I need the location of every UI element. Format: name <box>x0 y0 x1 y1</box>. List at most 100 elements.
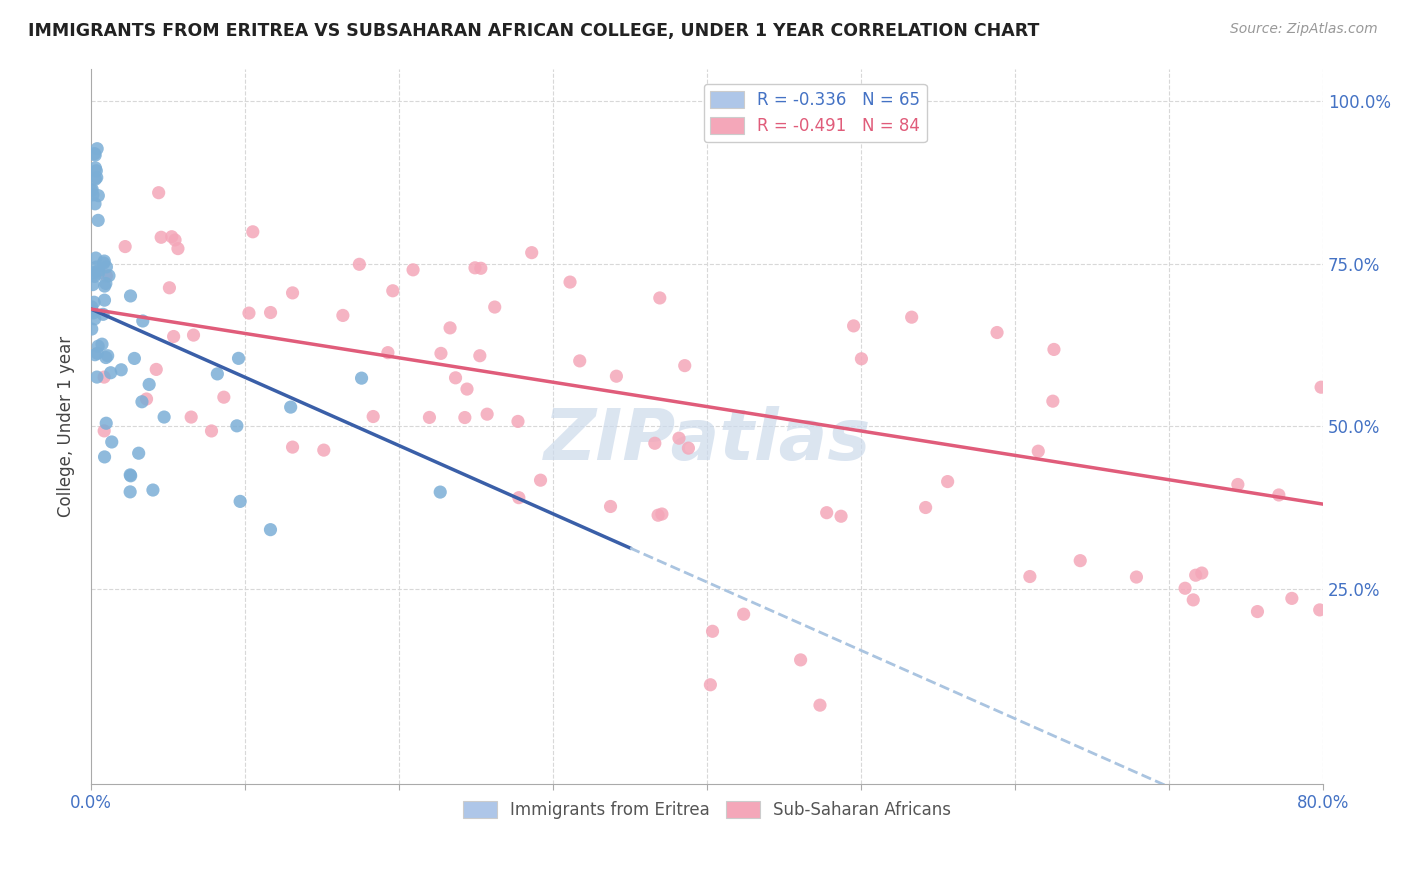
Point <box>163 233 186 247</box>
Point <box>1310 380 1333 394</box>
Point <box>332 309 354 323</box>
Point <box>132 314 155 328</box>
Point <box>673 359 696 373</box>
Point <box>91 337 114 351</box>
Point <box>529 473 551 487</box>
Point <box>84 348 107 362</box>
Point <box>599 500 621 514</box>
Point <box>145 362 167 376</box>
Point <box>96 416 118 430</box>
Point <box>444 371 467 385</box>
Point <box>733 607 755 622</box>
Point <box>651 507 673 521</box>
Point <box>1268 488 1291 502</box>
Point <box>80 322 103 336</box>
Point <box>484 300 506 314</box>
Legend: Immigrants from Eritrea, Sub-Saharan Africans: Immigrants from Eritrea, Sub-Saharan Afr… <box>457 794 957 825</box>
Point <box>150 230 173 244</box>
Point <box>508 491 530 505</box>
Point <box>648 291 671 305</box>
Point <box>91 307 114 321</box>
Point <box>1042 394 1064 409</box>
Point <box>1191 566 1213 580</box>
Point <box>96 268 118 283</box>
Point <box>1174 581 1197 595</box>
Point <box>157 281 180 295</box>
Point <box>80 183 103 197</box>
Point <box>225 418 247 433</box>
Point <box>475 407 498 421</box>
Point <box>120 467 142 482</box>
Point <box>84 163 107 178</box>
Point <box>207 367 229 381</box>
Point <box>914 500 936 515</box>
Point <box>97 349 120 363</box>
Point <box>84 251 107 265</box>
Point <box>153 410 176 425</box>
Point <box>128 446 150 460</box>
Point <box>464 260 486 275</box>
Point <box>1026 444 1049 458</box>
Point <box>470 261 492 276</box>
Point <box>506 414 529 428</box>
Point <box>842 318 865 333</box>
Point <box>439 321 461 335</box>
Point <box>80 300 103 314</box>
Point <box>1018 569 1040 583</box>
Point <box>699 678 721 692</box>
Point <box>110 363 132 377</box>
Point <box>167 242 190 256</box>
Point <box>900 310 922 325</box>
Point <box>120 468 142 483</box>
Point <box>1226 477 1249 491</box>
Point <box>96 260 118 274</box>
Point <box>212 390 235 404</box>
Point <box>148 186 170 200</box>
Point <box>86 170 108 185</box>
Point <box>82 187 104 202</box>
Point <box>1184 568 1206 582</box>
Point <box>100 366 122 380</box>
Point <box>1309 603 1331 617</box>
Point <box>124 351 146 366</box>
Point <box>200 424 222 438</box>
Point <box>87 188 110 202</box>
Point <box>100 434 122 449</box>
Point <box>668 431 690 445</box>
Point <box>86 142 108 156</box>
Point <box>986 326 1008 340</box>
Point <box>1281 591 1303 606</box>
Point <box>82 182 104 196</box>
Point <box>183 328 205 343</box>
Point <box>87 339 110 353</box>
Point <box>381 284 404 298</box>
Point <box>936 475 959 489</box>
Point <box>350 371 373 385</box>
Point <box>84 148 107 162</box>
Point <box>702 624 724 639</box>
Point <box>162 329 184 343</box>
Point <box>83 146 105 161</box>
Point <box>229 494 252 508</box>
Point <box>138 377 160 392</box>
Point <box>238 306 260 320</box>
Point <box>815 506 838 520</box>
Point <box>808 698 831 713</box>
Point <box>402 263 425 277</box>
Point <box>94 277 117 291</box>
Point <box>678 441 700 455</box>
Point <box>647 508 669 523</box>
Point <box>1125 570 1147 584</box>
Point <box>228 351 250 366</box>
Point <box>142 483 165 497</box>
Point <box>94 351 117 365</box>
Point <box>851 351 873 366</box>
Point <box>280 400 302 414</box>
Point <box>93 370 115 384</box>
Text: IMMIGRANTS FROM ERITREA VS SUBSAHARAN AFRICAN COLLEGE, UNDER 1 YEAR CORRELATION : IMMIGRANTS FROM ERITREA VS SUBSAHARAN AF… <box>28 22 1039 40</box>
Point <box>377 345 399 359</box>
Point <box>644 436 666 450</box>
Point <box>830 509 852 524</box>
Point <box>1043 343 1066 357</box>
Point <box>180 410 202 425</box>
